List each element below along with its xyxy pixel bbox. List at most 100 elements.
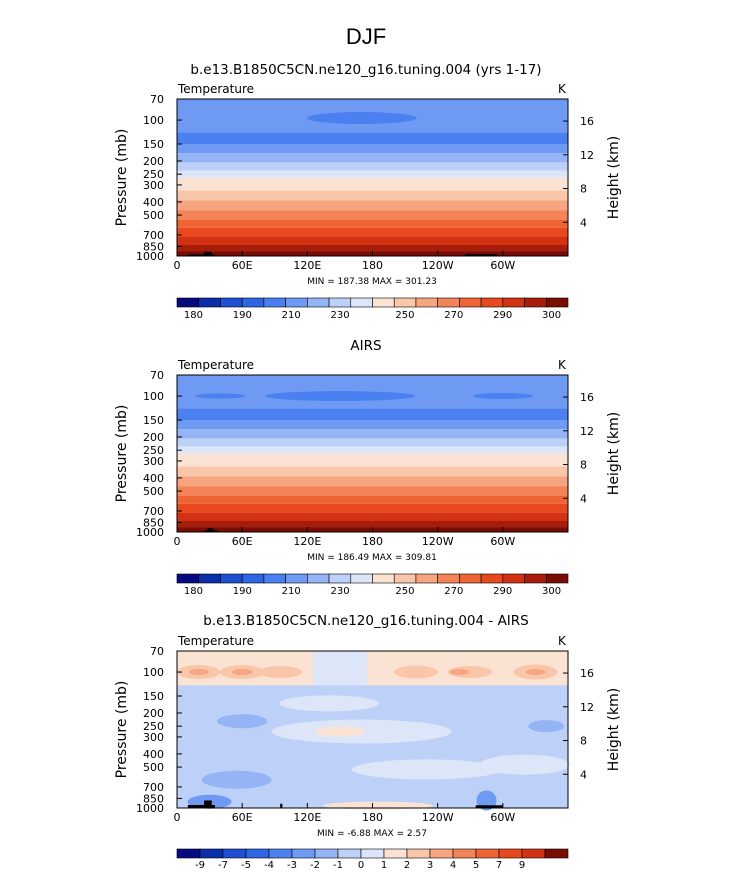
longitude-tick-label: 180 xyxy=(362,535,383,548)
topography-mask xyxy=(280,803,283,808)
units-label: K xyxy=(558,634,567,648)
colorbar-swatch xyxy=(220,297,243,308)
colorbar-label: -3 xyxy=(287,860,297,871)
field xyxy=(177,99,568,256)
min-max-stats: MIN = 187.38 MAX = 301.23 xyxy=(307,277,437,287)
longitude-tick-label: 180 xyxy=(362,811,383,824)
colorbar-swatch xyxy=(245,848,270,859)
colorbar-swatch xyxy=(291,848,316,859)
pressure-tick-label: 500 xyxy=(143,485,164,498)
panel-title: b.e13.B1850C5CN.ne120_g16.tuning.004 - A… xyxy=(203,613,528,629)
figure-title: DJF xyxy=(346,24,386,49)
temperature-band xyxy=(177,219,568,228)
colorbar-label: 290 xyxy=(493,586,512,597)
colorbar-swatch xyxy=(475,848,500,859)
longitude-tick-label: 120E xyxy=(293,535,321,548)
colorbar-label: 1 xyxy=(381,860,387,871)
colorbar-label: 180 xyxy=(184,310,203,321)
colorbar-swatch xyxy=(480,573,504,584)
colorbar-swatch xyxy=(545,297,569,308)
colorbar-label: 300 xyxy=(542,310,561,321)
cold-tropopause-region xyxy=(195,393,246,399)
temperature-band xyxy=(177,132,568,144)
colorbar-swatch xyxy=(393,573,417,584)
pressure-tick-label: 200 xyxy=(143,431,164,444)
pressure-tick-label: 300 xyxy=(143,455,164,468)
colorbar-swatch xyxy=(415,573,438,584)
colorbar-swatch xyxy=(314,848,339,859)
y-axis-title-right: Height (km) xyxy=(606,136,622,219)
temperature-band xyxy=(177,153,568,163)
colorbar-swatch xyxy=(241,573,265,584)
chart-panel-3: b.e13.B1850C5CN.ne120_g16.tuning.004 - A… xyxy=(114,613,622,871)
colorbar-swatch xyxy=(198,297,221,308)
cold-tropopause-region xyxy=(264,391,415,402)
temperature-band xyxy=(177,476,568,487)
colorbar-label: -4 xyxy=(264,860,274,871)
colorbar-swatch xyxy=(285,297,308,308)
topography-mask xyxy=(207,528,213,532)
colorbar-swatch xyxy=(459,297,482,308)
units-label: K xyxy=(558,82,567,96)
longitude-tick-label: 60W xyxy=(490,535,515,548)
height-tick-label: 12 xyxy=(580,149,594,162)
height-tick-label: 4 xyxy=(580,768,587,781)
colorbar-label: 7 xyxy=(496,860,502,871)
colorbar-label: 250 xyxy=(395,310,414,321)
temperature-band xyxy=(177,236,568,245)
chart-panel-1: b.e13.B1850C5CN.ne120_g16.tuning.004 (yr… xyxy=(114,62,622,321)
temperature-band xyxy=(177,495,568,504)
longitude-tick-label: 60E xyxy=(232,259,253,272)
height-tick-label: 8 xyxy=(580,183,587,196)
colorbar-swatch xyxy=(176,848,201,859)
pressure-tick-label: 500 xyxy=(143,209,164,222)
temperature-band xyxy=(177,486,568,496)
colorbar-swatch xyxy=(480,297,504,308)
temperature-band xyxy=(177,190,568,201)
longitude-tick-label: 60E xyxy=(232,535,253,548)
colorbar-label: 9 xyxy=(519,860,525,871)
colorbar-swatch xyxy=(263,297,286,308)
pressure-tick-label: 700 xyxy=(143,781,164,794)
pressure-tick-label: 70 xyxy=(150,93,164,106)
colorbar-swatch xyxy=(406,848,431,859)
pressure-tick-label: 250 xyxy=(143,444,164,457)
height-tick-label: 8 xyxy=(580,735,587,748)
warm-bias-region xyxy=(314,726,365,737)
temperature-band xyxy=(177,429,568,439)
variable-label: Temperature xyxy=(177,82,254,96)
warm-bias-region xyxy=(258,666,303,679)
height-tick-label: 16 xyxy=(580,115,594,128)
height-tick-label: 12 xyxy=(580,425,594,438)
colorbar-swatch xyxy=(328,297,352,308)
height-tick-label: 4 xyxy=(580,492,587,505)
field xyxy=(177,375,568,532)
longitude-tick-label: 0 xyxy=(174,535,181,548)
longitude-tick-label: 120W xyxy=(422,811,454,824)
colorbar-swatch xyxy=(222,848,247,859)
pressure-tick-label: 250 xyxy=(143,168,164,181)
pressure-tick-label: 100 xyxy=(143,390,164,403)
colorbar-label: 210 xyxy=(282,586,301,597)
cold-bias-region xyxy=(217,714,268,729)
longitude-tick-label: 120W xyxy=(422,259,454,272)
colorbar-swatch xyxy=(199,848,224,859)
colorbar-swatch xyxy=(268,848,293,859)
cold-tropopause-region xyxy=(472,393,533,400)
near-zero-region xyxy=(351,759,502,780)
panel-title: AIRS xyxy=(350,338,381,354)
pressure-tick-label: 700 xyxy=(143,229,164,242)
temperature-band xyxy=(177,520,568,528)
temperature-band xyxy=(177,466,568,477)
colorbar-swatch xyxy=(372,297,395,308)
colorbar-label: 190 xyxy=(233,310,252,321)
longitude-tick-label: 120W xyxy=(422,535,454,548)
cold-bias-region xyxy=(528,720,565,733)
colorbar-label: 4 xyxy=(450,860,456,871)
pressure-tick-label: 250 xyxy=(143,720,164,733)
colorbar-swatch xyxy=(350,297,373,308)
topography-mask xyxy=(187,254,216,256)
longitude-tick-label: 120E xyxy=(293,259,321,272)
height-tick-label: 16 xyxy=(580,667,594,680)
height-tick-label: 4 xyxy=(580,216,587,229)
